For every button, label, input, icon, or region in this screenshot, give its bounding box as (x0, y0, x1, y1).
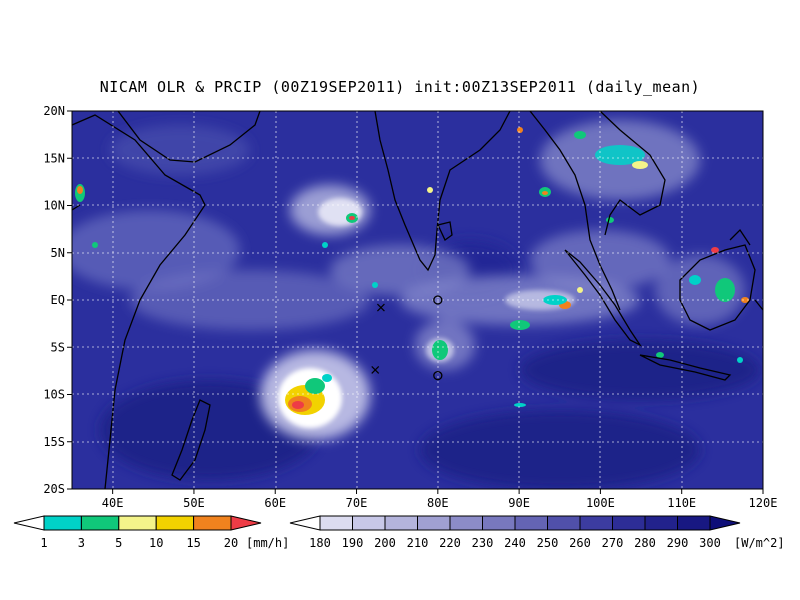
colorbar-arrow-low (289, 515, 321, 531)
coastlines (72, 111, 763, 489)
colorbar-unit: [mm/h] (246, 536, 289, 550)
colorbar-swatch (547, 515, 581, 531)
lat-tick-label: 5S (51, 340, 65, 354)
colorbar-label: 230 (472, 536, 494, 550)
colorbar-label: 260 (569, 536, 591, 550)
colorbar-label: 190 (342, 536, 364, 550)
lat-tick-label: EQ (51, 293, 65, 307)
colorbar-swatch (579, 515, 613, 531)
lat-tick-label: 10S (43, 388, 65, 402)
olr-colorbar: 180 190 200 210 220 230 240 250 260 270 280 290 300 [… (289, 515, 785, 550)
lat-tick-label: 15N (43, 151, 65, 165)
colorbar-swatch (612, 515, 646, 531)
lon-tick-label: 80E (427, 496, 449, 510)
colorbar-label: 10 (149, 536, 163, 550)
colorbar-label: 240 (504, 536, 526, 550)
colorbar-swatch (384, 515, 418, 531)
colorbar-swatch (319, 515, 353, 531)
colorbar-label: 1 (40, 536, 47, 550)
lon-tick-label: 110E (667, 496, 696, 510)
lat-tick-label: 5N (51, 246, 65, 260)
colorbar-swatch (514, 515, 548, 531)
colorbar-label: 180 (309, 536, 331, 550)
colorbar-swatch (677, 515, 711, 531)
lat-tick-label: 10N (43, 199, 65, 213)
colorbar-swatch (155, 515, 195, 531)
longitude-tick-labels: 40E 50E 60E 70E 80E 90E 100E 110E 120E (102, 489, 778, 510)
colorbar-label: 210 (407, 536, 429, 550)
colorbar-swatch (43, 515, 82, 531)
colorbar-swatch (118, 515, 157, 531)
colorbar-label: 3 (78, 536, 85, 550)
colorbar-swatch (449, 515, 483, 531)
colorbar-unit: [W/m^2] (734, 536, 785, 550)
colorbar-label: 300 (699, 536, 721, 550)
colorbar-arrow-high (230, 515, 262, 531)
colorbar-label: 200 (374, 536, 396, 550)
colorbar-swatch (352, 515, 386, 531)
map-grid (72, 111, 763, 489)
latitude-tick-labels: 20N 15N 10N 5N EQ 5S 10S 15S 20S (43, 104, 72, 496)
colorbar-label: 280 (634, 536, 656, 550)
colorbar-swatch (644, 515, 678, 531)
precip-patches (75, 127, 749, 415)
lon-tick-label: 50E (183, 496, 205, 510)
lat-tick-label: 15S (43, 435, 65, 449)
x-marker (376, 303, 385, 312)
lon-tick-label: 60E (264, 496, 286, 510)
precip-colorbar: 1 3 5 10 15 20 [mm/h] (13, 515, 289, 550)
colorbar-label: 20 (224, 536, 238, 550)
chart-title: NICAM OLR & PRCIP (00Z19SEP2011) init:00… (99, 78, 701, 96)
colorbar-swatch (80, 515, 120, 531)
lon-tick-label: 70E (346, 496, 368, 510)
colorbar-label: 290 (667, 536, 689, 550)
colorbar-swatch (193, 515, 232, 531)
circle-marker (433, 295, 443, 305)
lon-tick-label: 40E (102, 496, 124, 510)
colorbar-label: 270 (602, 536, 624, 550)
lon-tick-label: 90E (508, 496, 530, 510)
colorbar-label: 15 (186, 536, 200, 550)
colorbar-label: 250 (537, 536, 559, 550)
x-marker (371, 366, 380, 374)
circle-marker (433, 370, 443, 381)
colorbar-arrow-high (709, 515, 741, 531)
lon-tick-label: 100E (586, 496, 615, 510)
lat-tick-label: 20S (43, 482, 65, 496)
colorbar-swatch (417, 515, 451, 531)
lon-tick-label: 120E (749, 496, 778, 510)
colorbar-arrow-low (13, 515, 45, 531)
colorbar-swatch (482, 515, 516, 531)
colorbar-label: 5 (115, 536, 122, 550)
colorbar-label: 220 (439, 536, 461, 550)
lat-tick-label: 20N (43, 104, 65, 118)
olr-field (72, 111, 763, 489)
station-markers (371, 295, 443, 381)
